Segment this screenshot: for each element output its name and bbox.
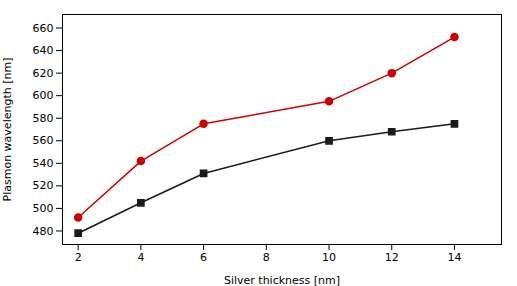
svg-text:580: 580 (33, 112, 54, 125)
svg-text:10: 10 (322, 251, 336, 264)
svg-text:Silver thickness [nm]: Silver thickness [nm] (224, 274, 340, 286)
svg-text:560: 560 (33, 134, 54, 147)
svg-text:4: 4 (137, 251, 144, 264)
svg-text:6: 6 (200, 251, 207, 264)
svg-text:500: 500 (33, 202, 54, 215)
svg-text:620: 620 (33, 67, 54, 80)
svg-text:660: 660 (33, 22, 54, 35)
svg-text:2: 2 (75, 251, 82, 264)
svg-text:640: 640 (33, 44, 54, 57)
svg-text:520: 520 (33, 179, 54, 192)
svg-text:480: 480 (33, 224, 54, 237)
svg-text:8: 8 (263, 251, 270, 264)
svg-text:Plasmon wavelength [nm]: Plasmon wavelength [nm] (1, 58, 14, 202)
svg-text:14: 14 (447, 251, 461, 264)
svg-text:12: 12 (385, 251, 399, 264)
svg-text:540: 540 (33, 157, 54, 170)
svg-text:600: 600 (33, 89, 54, 102)
